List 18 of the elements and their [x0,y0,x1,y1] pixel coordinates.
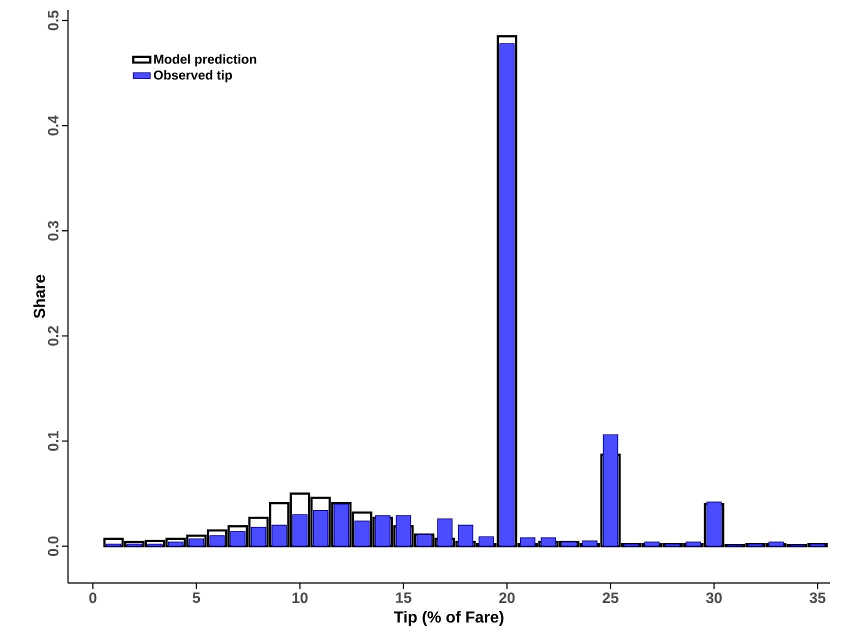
legend-label: Model prediction [154,54,256,66]
y-tick-label: 0.1 [48,431,58,451]
x-tick-label: 30 [706,592,722,604]
y-tick-label: 0.0 [48,536,58,556]
x-tick-label: 0 [89,592,96,604]
y-tick-label: 0.5 [48,10,58,30]
x-tick-label: 5 [192,592,200,603]
x-tick-label: 15 [396,592,412,603]
y-tick-label: 0.3 [48,220,58,241]
legend-label: Observed tip [154,70,232,82]
y-tick-label: 0.4 [48,115,58,136]
x-tick-label: 20 [499,592,515,604]
y-tick-label: 0.2 [48,326,58,346]
x-tick-label: 25 [602,592,618,604]
x-axis-title: Tip (% of Fare) [394,610,504,626]
x-tick-label: 35 [810,592,826,604]
x-tick-label: 10 [292,592,308,604]
y-axis-title: Share [33,274,46,318]
